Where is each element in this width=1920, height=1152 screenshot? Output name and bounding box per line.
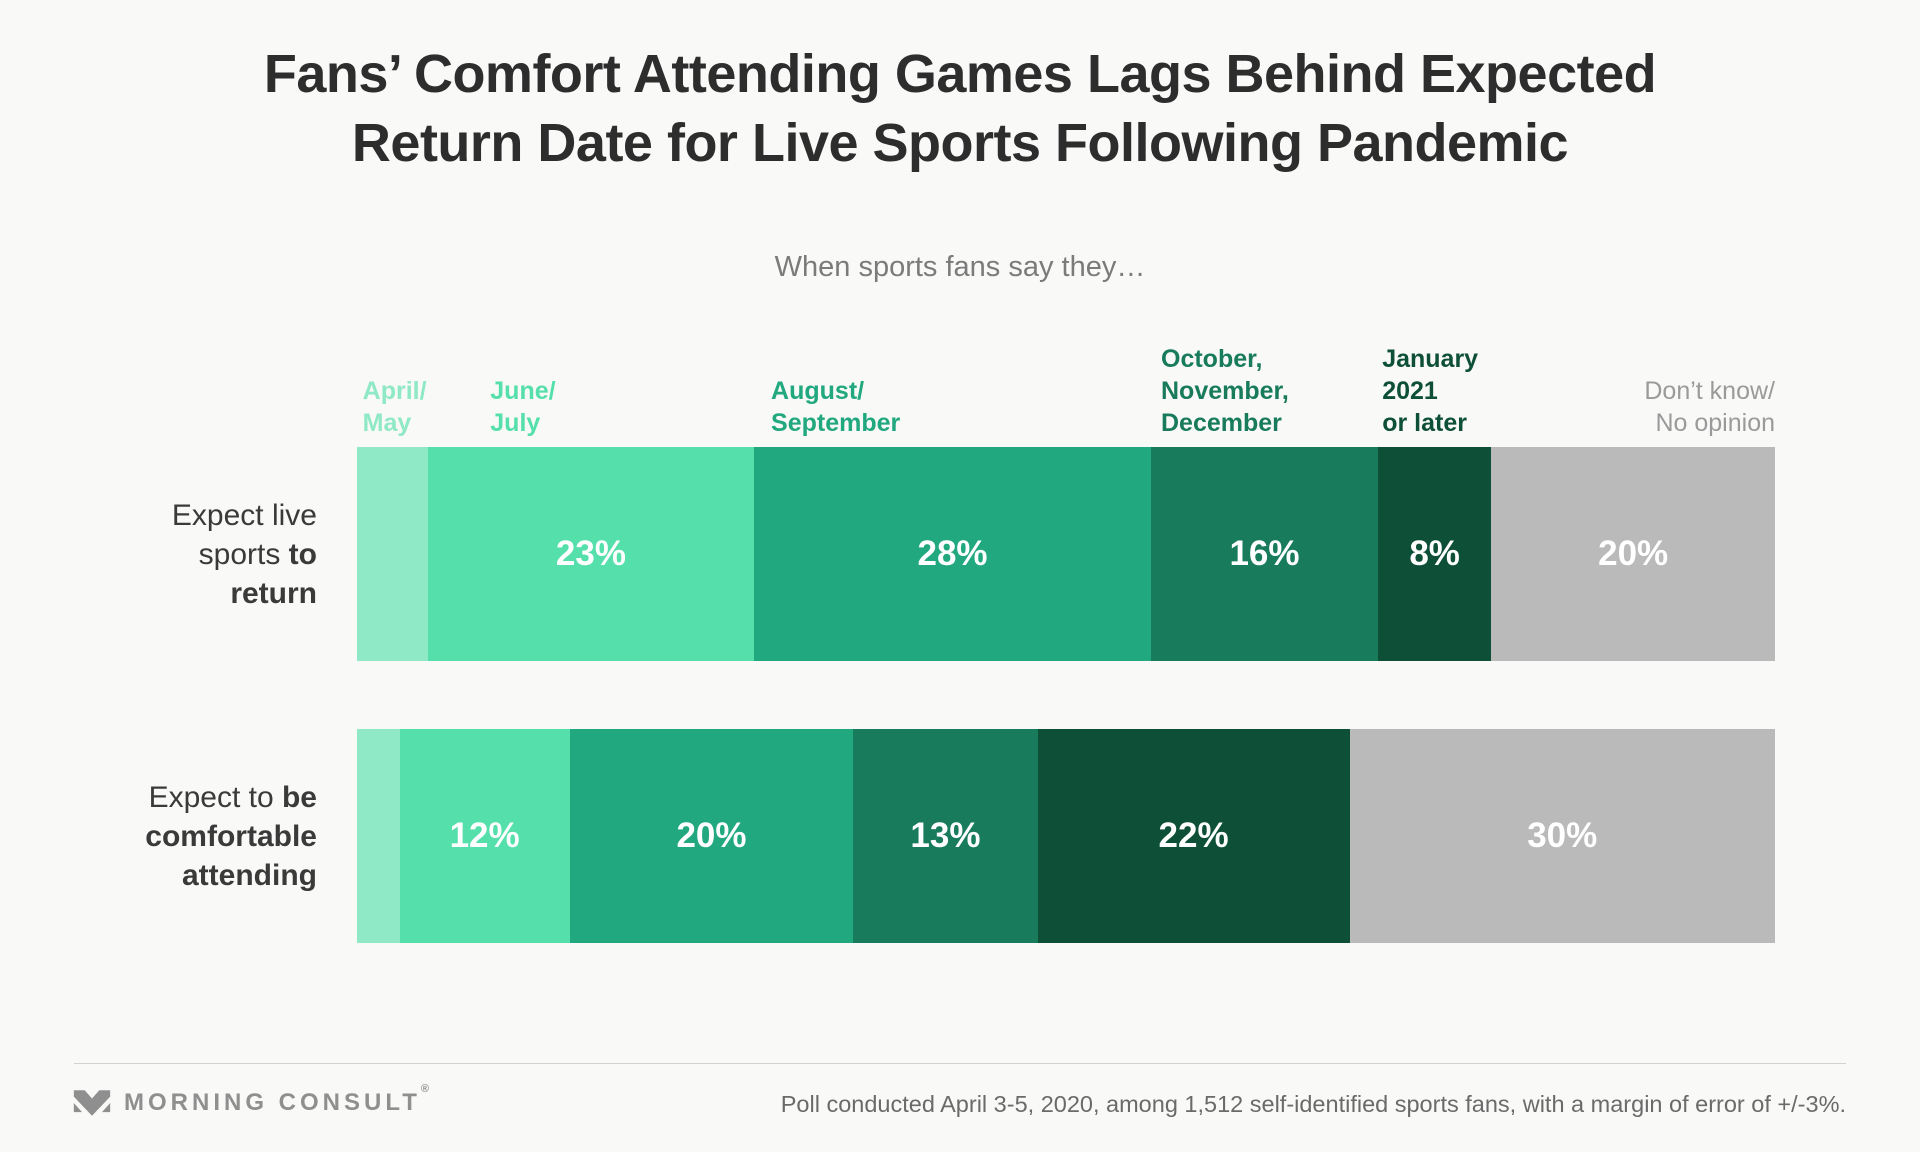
category-legend: April/ May June/ July August/ September Oct…	[357, 337, 1775, 447]
category-label-june-july: June/ July	[490, 377, 556, 437]
row-label-expect-comfortable: Expect to be comfortable attending	[112, 729, 317, 943]
row-label-text: Expect to	[148, 780, 282, 814]
category-label-october-november-december: October, November, December	[1161, 345, 1289, 437]
bar-expect-comfortable: 12% 20% 13% 22% 30%	[357, 729, 1775, 943]
segment-value-label: 13%	[910, 816, 981, 855]
bar-segment-january-2021-or-later: 8%	[1377, 447, 1492, 661]
segment-value-label: 23%	[555, 534, 626, 573]
bar-expect-return: 23% 28% 16% 8% 20%	[357, 447, 1775, 661]
bar-segment-june-july: 23%	[427, 447, 755, 661]
bar-segment-april-may	[357, 729, 400, 943]
bar-segment-august-september: 20%	[569, 729, 854, 943]
segment-value-label: 20%	[1598, 534, 1669, 573]
morning-consult-m-icon	[73, 1090, 111, 1116]
segment-value-label: 16%	[1229, 534, 1300, 573]
poll-methodology-note: Poll conducted April 3-5, 2020, among 1,…	[780, 1091, 1846, 1117]
morning-consult-logo: MORNING CONSULT®	[72, 1083, 429, 1122]
registered-trademark-symbol: ®	[420, 1083, 429, 1095]
bar-segment-january-2021-or-later: 22%	[1037, 729, 1350, 943]
chart-subtitle: When sports fans say they…	[774, 251, 1146, 283]
row-label-text: be comfortable attending	[145, 780, 317, 892]
bar-segment-dont-know-no-opinion: 20%	[1491, 447, 1775, 661]
brand-wordmark: MORNING CONSULT®	[124, 1083, 429, 1116]
segment-value-label: 28%	[917, 534, 988, 573]
segment-value-label: 20%	[676, 816, 747, 855]
category-label-january-2021-or-later: January 2021 or later	[1382, 345, 1479, 437]
segment-value-label: 8%	[1409, 534, 1460, 573]
bar-segment-dont-know-no-opinion: 30%	[1349, 729, 1775, 943]
category-label-august-september: August/ September	[771, 377, 901, 437]
footer-divider	[74, 1063, 1846, 1064]
row-label-text: to return	[230, 537, 317, 610]
bar-segment-october-november-december: 16%	[1151, 447, 1378, 661]
bar-segment-june-july: 12%	[399, 729, 570, 943]
row-label-expect-return: Expect live sports to return	[112, 447, 317, 661]
segment-value-label: 22%	[1158, 816, 1229, 855]
segment-value-label: 12%	[449, 816, 520, 855]
bar-segment-august-september: 28%	[754, 447, 1152, 661]
category-label-april-may: April/ May	[362, 377, 427, 437]
category-label-dont-know-no-opinion: Don’t know/ No opinion	[1644, 377, 1775, 437]
bar-segment-october-november-december: 13%	[853, 729, 1038, 943]
bar-segment-april-may	[357, 447, 428, 661]
segment-value-label: 30%	[1527, 816, 1598, 855]
row-label-text: Expect live sports	[171, 498, 317, 571]
chart-title: Fans’ Comfort Attending Games Lags Behin…	[263, 44, 1657, 173]
stacked-bar-chart: April/ May June/ July August/ September Oct…	[145, 337, 1775, 943]
